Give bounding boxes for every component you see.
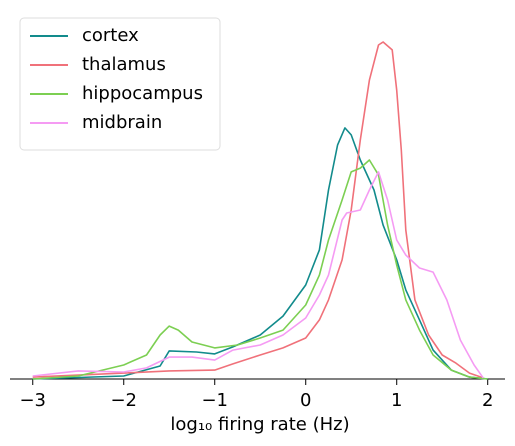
legend-label: cortex <box>82 25 139 46</box>
x-tick-label: −3 <box>19 390 46 411</box>
line <box>32 159 488 380</box>
x-tick-label: 1 <box>391 390 402 411</box>
x-tick-label: 0 <box>300 390 311 411</box>
line <box>32 41 484 379</box>
legend-label: midbrain <box>82 112 162 133</box>
line <box>32 171 484 379</box>
x-tick-label: −2 <box>110 390 137 411</box>
legend: cortex thalamus hippocampus midbrain <box>19 17 221 151</box>
x-axis-label: log₁₀ firing rate (Hz) <box>170 414 349 435</box>
line <box>32 127 488 380</box>
x-tick-label: 2 <box>482 390 493 411</box>
legend-box <box>19 17 221 151</box>
legend-label: hippocampus <box>82 83 203 104</box>
x-tick-label: −1 <box>201 390 228 411</box>
legend-label: thalamus <box>82 54 166 75</box>
